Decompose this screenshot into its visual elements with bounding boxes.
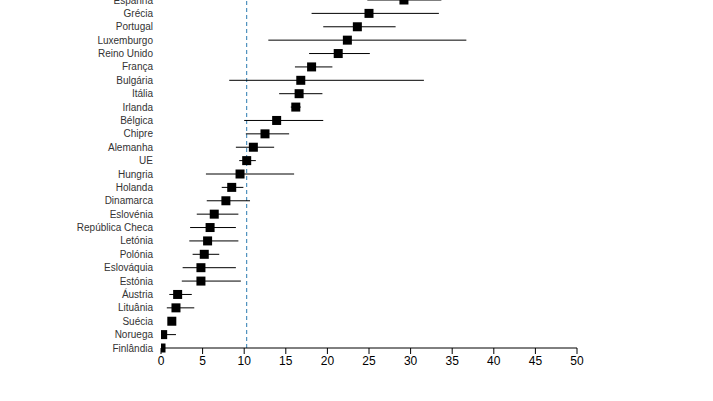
svg-text:França: França [122, 61, 154, 72]
svg-text:Hungria: Hungria [118, 169, 153, 180]
svg-text:Itália: Itália [132, 88, 154, 99]
svg-text:Reino Unido: Reino Unido [98, 48, 153, 59]
svg-text:Eslovénia: Eslovénia [110, 209, 154, 220]
svg-text:Chipre: Chipre [124, 128, 154, 139]
svg-text:Lituânia: Lituânia [118, 302, 153, 313]
svg-text:Bulgária: Bulgária [116, 75, 153, 86]
svg-text:Irlanda: Irlanda [122, 102, 153, 113]
svg-text:10: 10 [238, 354, 252, 368]
svg-text:Noruega: Noruega [115, 329, 154, 340]
svg-text:Estónia: Estónia [120, 276, 154, 287]
svg-text:Holanda: Holanda [116, 182, 154, 193]
svg-text:5: 5 [199, 354, 206, 368]
svg-text:Portugal: Portugal [116, 21, 153, 32]
svg-text:República Checa: República Checa [77, 222, 154, 233]
svg-text:Dinamarca: Dinamarca [105, 195, 154, 206]
svg-text:25: 25 [362, 354, 376, 368]
svg-text:Espanha: Espanha [114, 0, 154, 6]
svg-text:20: 20 [321, 354, 335, 368]
svg-text:Letónia: Letónia [120, 235, 153, 246]
svg-text:Eslováquia: Eslováquia [104, 262, 153, 273]
svg-text:30: 30 [404, 354, 418, 368]
svg-text:Áustria: Áustria [122, 288, 154, 300]
svg-text:35: 35 [446, 354, 460, 368]
svg-text:Grécia: Grécia [124, 8, 154, 19]
svg-text:45: 45 [529, 354, 543, 368]
svg-text:Finlândia: Finlândia [112, 343, 153, 354]
svg-text:Bélgica: Bélgica [120, 115, 153, 126]
svg-text:Polónia: Polónia [120, 249, 154, 260]
svg-text:Suécia: Suécia [122, 316, 153, 327]
svg-text:40: 40 [487, 354, 501, 368]
svg-text:Alemanha: Alemanha [108, 142, 153, 153]
svg-text:50: 50 [570, 354, 584, 368]
svg-text:Luxemburgo: Luxemburgo [97, 35, 153, 46]
svg-text:UE: UE [139, 155, 153, 166]
svg-text:15: 15 [279, 354, 293, 368]
svg-text:0: 0 [158, 354, 165, 368]
